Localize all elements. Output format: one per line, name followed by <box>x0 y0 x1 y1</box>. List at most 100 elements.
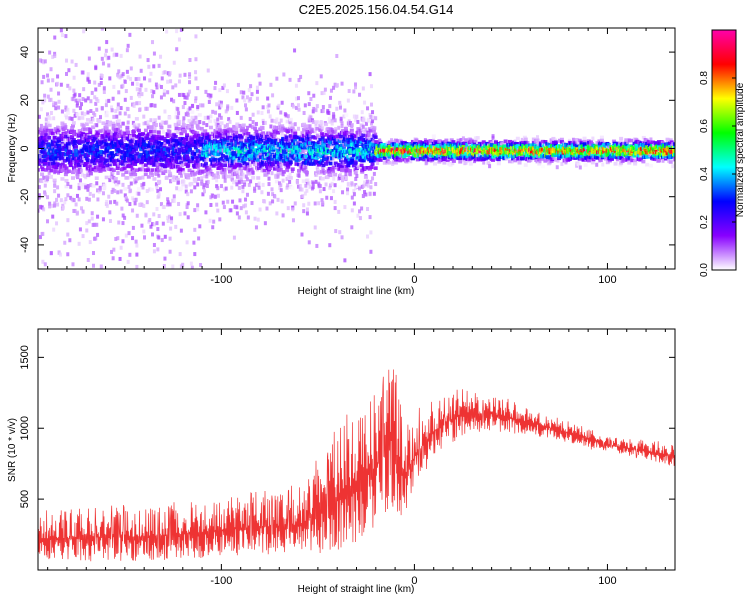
heatmap-cell <box>305 207 309 212</box>
heatmap-cell <box>304 165 308 170</box>
heatmap-cell <box>128 202 132 207</box>
heatmap-cell <box>315 126 320 131</box>
heatmap-cell <box>352 138 357 142</box>
heatmap-cell <box>57 136 62 141</box>
heatmap-cell <box>75 193 79 198</box>
heatmap-cell <box>117 90 121 95</box>
heatmap-cell <box>271 192 275 197</box>
heatmap-cell <box>162 92 166 97</box>
heatmap-cell <box>249 84 253 89</box>
heatmap-cell <box>57 138 62 143</box>
heatmap-cell <box>88 191 92 196</box>
heatmap-cell <box>117 180 121 185</box>
heatmap-cell <box>116 158 121 163</box>
heatmap-cell <box>372 139 376 144</box>
heatmap-cell <box>110 105 114 110</box>
heatmap-cell <box>187 145 192 149</box>
heatmap-cell <box>81 185 86 190</box>
heatmap-cell <box>288 172 292 177</box>
heatmap-cell <box>150 89 154 94</box>
heatmap-cell <box>338 230 342 235</box>
heatmap-cell <box>126 130 131 135</box>
heatmap-cell <box>409 159 413 164</box>
heatmap-cell <box>156 247 160 252</box>
heatmap-cell <box>56 128 61 133</box>
heatmap-cell <box>288 160 293 165</box>
heatmap-cell <box>141 12 144 16</box>
heatmap-cell <box>47 135 52 140</box>
heatmap-cell <box>177 180 181 185</box>
heatmap-cell <box>111 256 115 261</box>
heatmap-cell <box>157 83 161 88</box>
heatmap-cell <box>242 150 247 154</box>
heatmap-cell <box>350 130 354 135</box>
heatmap-cell <box>172 178 176 183</box>
heatmap-cell <box>178 73 182 78</box>
heatmap-cell <box>110 190 114 195</box>
heatmap-cell <box>235 122 240 127</box>
heatmap-cell <box>151 138 156 143</box>
heatmap-cell <box>77 197 81 202</box>
heatmap-cell <box>108 348 111 352</box>
heatmap-cell <box>307 139 312 143</box>
heatmap-cell <box>339 134 344 139</box>
heatmap-cell <box>290 186 295 190</box>
heatmap-cell <box>187 119 192 123</box>
heatmap-cell <box>152 212 156 217</box>
heatmap-cell <box>81 182 86 187</box>
heatmap-cell <box>64 178 69 183</box>
heatmap-cell <box>94 87 98 92</box>
heatmap-cell <box>231 199 235 204</box>
heatmap-cell <box>166 200 170 205</box>
heatmap-cell <box>175 177 180 182</box>
heatmap-cell <box>161 171 166 176</box>
heatmap-cell <box>198 139 203 144</box>
heatmap-cell <box>293 139 298 143</box>
heatmap-cell <box>337 132 342 137</box>
heatmap-cell <box>253 126 258 131</box>
heatmap-cell <box>216 186 220 191</box>
heatmap-cell <box>357 136 362 141</box>
heatmap-cell <box>333 118 337 123</box>
heatmap-cell <box>277 103 281 108</box>
heatmap-cell <box>154 158 159 163</box>
heatmap-cell <box>268 166 273 171</box>
heatmap-cell <box>42 146 47 151</box>
heatmap-cell <box>335 53 339 58</box>
heatmap-cell <box>183 211 187 216</box>
heatmap-cell <box>98 167 103 171</box>
heatmap-cell <box>305 211 309 216</box>
heatmap-cell <box>325 195 329 200</box>
heatmap-cell <box>192 118 196 123</box>
heatmap-cell <box>183 101 187 106</box>
heatmap-cell <box>118 111 122 116</box>
heatmap-cell <box>354 186 358 191</box>
heatmap-cell <box>234 172 239 176</box>
heatmap-cell <box>100 145 105 149</box>
heatmap-cell <box>208 125 213 130</box>
heatmap-cell <box>356 119 360 124</box>
heatmap-cell <box>134 147 139 151</box>
heatmap-cell <box>219 148 224 153</box>
heatmap-cell <box>90 90 94 95</box>
heatmap-cell <box>390 148 395 152</box>
heatmap-cell <box>91 222 95 227</box>
heatmap-cell <box>170 97 174 102</box>
heatmap-cell <box>131 120 135 125</box>
heatmap-cell <box>64 197 68 202</box>
heatmap-cell <box>46 94 50 99</box>
heatmap-cell <box>105 120 109 125</box>
heatmap-cell <box>320 198 324 203</box>
heatmap-cell <box>137 76 141 81</box>
heatmap-cell <box>54 147 58 152</box>
heatmap-cell <box>340 143 345 148</box>
heatmap-cell <box>303 131 307 136</box>
heatmap-cell <box>121 213 125 218</box>
heatmap-cell <box>300 232 304 237</box>
heatmap-cell <box>105 134 110 139</box>
heatmap-cell <box>343 126 348 131</box>
heatmap-cell <box>175 47 179 52</box>
heatmap-cell <box>100 56 104 61</box>
heatmap-cell <box>42 60 46 65</box>
heatmap-cell <box>201 103 205 108</box>
